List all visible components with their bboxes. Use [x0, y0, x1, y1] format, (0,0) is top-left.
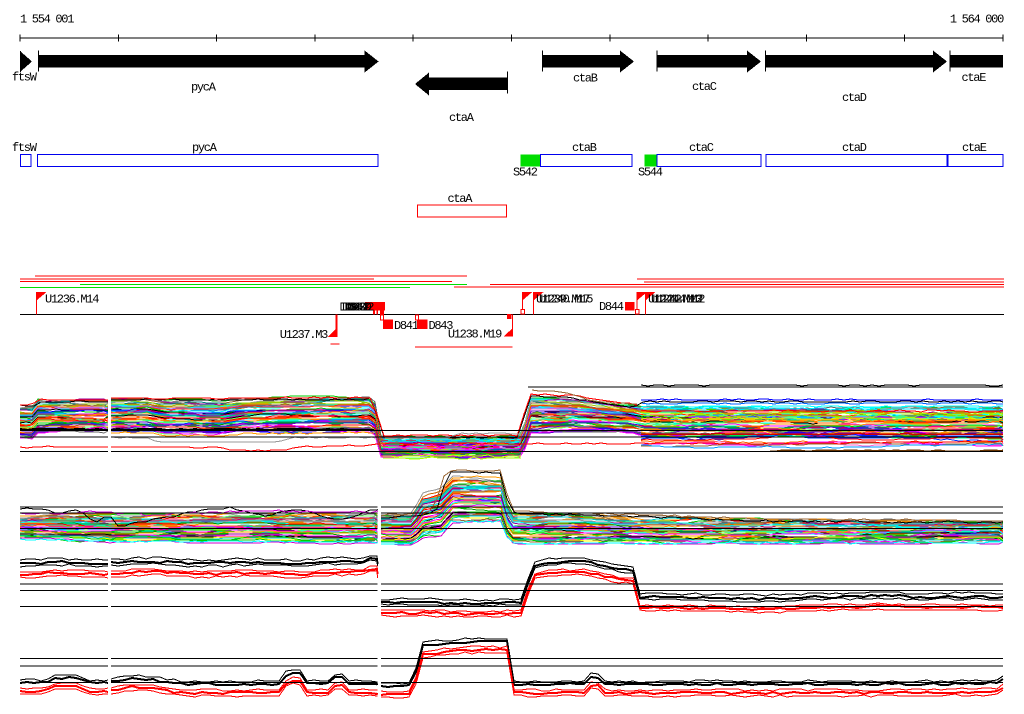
svg-text:ftsW: ftsW	[12, 141, 38, 155]
svg-text:U1242.M12: U1242.M12	[651, 293, 705, 307]
svg-text:U1239.M17: U1239.M17	[536, 293, 590, 307]
svg-text:D839: D839	[347, 301, 372, 315]
svg-text:ctaB: ctaB	[572, 141, 597, 155]
svg-text:ctaA: ctaA	[449, 111, 475, 125]
svg-text:U1241.M13: U1241.M13	[648, 293, 702, 307]
svg-text:ctaD: ctaD	[842, 91, 867, 105]
svg-text:ctaC: ctaC	[692, 80, 717, 94]
svg-text:ctaE: ctaE	[962, 71, 987, 85]
svg-text:ctaB: ctaB	[573, 72, 598, 86]
svg-text:pycA: pycA	[192, 141, 218, 155]
svg-text:D843: D843	[429, 319, 454, 333]
svg-text:ftsW: ftsW	[12, 71, 38, 85]
svg-text:U1238.M19: U1238.M19	[448, 328, 502, 342]
svg-text:D841: D841	[394, 319, 419, 333]
svg-text:U1237.M3: U1237.M3	[280, 328, 328, 342]
svg-text:ctaC: ctaC	[689, 141, 714, 155]
svg-text:ctaA: ctaA	[448, 192, 474, 206]
svg-text:ctaD: ctaD	[842, 141, 867, 155]
svg-text:U1244.M2: U1244.M2	[655, 293, 703, 307]
svg-text:1 564 000: 1 564 000	[950, 13, 1004, 27]
svg-text:S842: S842	[350, 301, 375, 315]
svg-text:S544: S544	[638, 166, 663, 180]
svg-text:U1236.M14: U1236.M14	[45, 293, 99, 307]
svg-text:D842: D842	[345, 301, 370, 315]
svg-text:S542: S542	[513, 166, 538, 180]
svg-text:pycA: pycA	[191, 81, 217, 95]
svg-text:ctaE: ctaE	[962, 141, 987, 155]
svg-text:D840: D840	[342, 301, 367, 315]
svg-text:1 554 001: 1 554 001	[20, 13, 74, 27]
svg-text:D844: D844	[599, 300, 624, 314]
svg-text:U1240.M15: U1240.M15	[539, 293, 593, 307]
